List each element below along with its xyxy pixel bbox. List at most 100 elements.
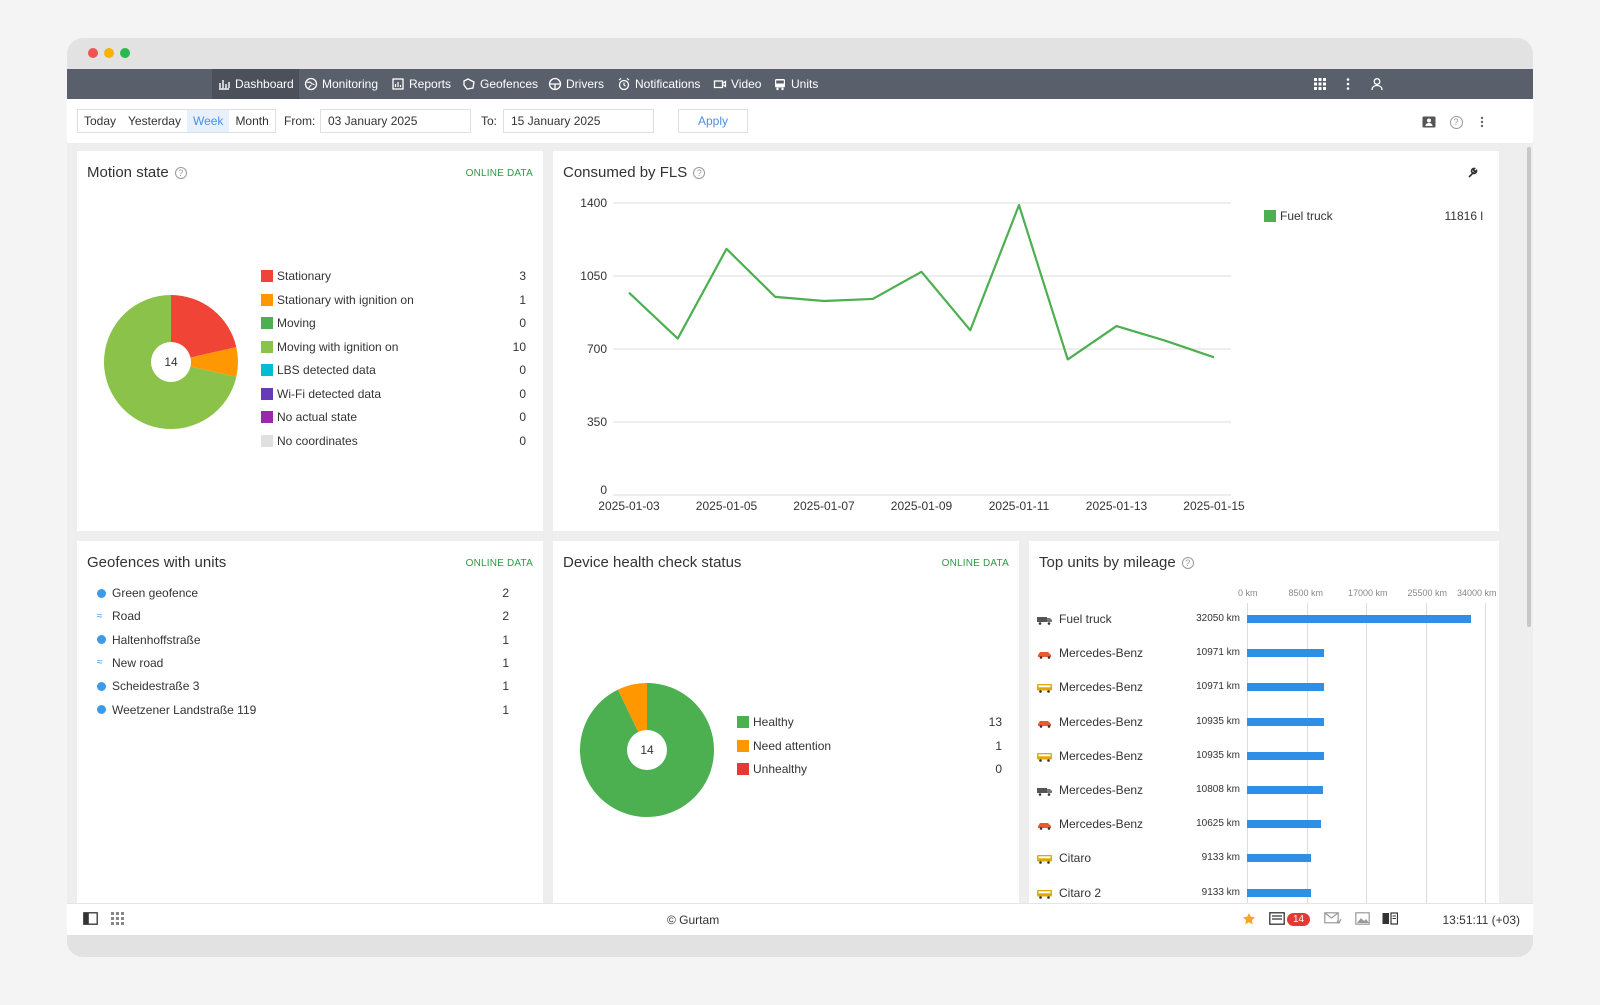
mileage-bar[interactable] [1247,683,1324,692]
nav-notifications[interactable]: Notifications [612,69,705,99]
grid-icon[interactable] [111,912,127,928]
geofence-list-item[interactable]: Haltenhoffstraße [97,633,201,647]
unit-name: Mercedes-Benz [1059,783,1144,797]
nav-units-label: Units [791,77,819,91]
user-icon[interactable] [1367,69,1387,99]
device-health-pie: 14 [580,683,714,817]
geofence-list-item[interactable]: ≈ New road [97,656,163,670]
motion-legend-item[interactable]: Moving [261,316,316,330]
mileage-row[interactable]: Mercedes-Benz [1037,746,1143,766]
apply-button[interactable]: Apply [678,109,748,133]
health-legend-item[interactable]: Unhealthy [737,762,807,776]
y-tick-label: 700 [587,342,607,356]
clock-text: 13:51:11 (+03) [1442,913,1520,927]
geofence-list-item[interactable]: ≈ Road [97,609,141,623]
star-icon[interactable] [1242,912,1258,928]
mileage-row[interactable]: Citaro 2 [1037,883,1101,903]
mileage-row[interactable]: Mercedes-Benz [1037,677,1143,697]
nav-reports[interactable]: Reports [386,69,456,99]
motion-legend-item[interactable]: Wi-Fi detected data [261,387,381,401]
minimize-window-button[interactable] [104,48,114,58]
mileage-row[interactable]: Mercedes-Benz [1037,814,1143,834]
from-date-input[interactable]: 03 January 2025 [320,109,471,133]
motion-legend-item[interactable]: LBS detected data [261,363,376,377]
period-yesterday[interactable]: Yesterday [128,114,181,128]
health-legend-item[interactable]: Healthy [737,715,794,729]
nav-dashboard[interactable]: Dashboard [212,69,299,99]
mileage-row[interactable]: Mercedes-Benz [1037,780,1143,800]
legend-swatch [261,387,273,400]
unit-mileage-value: 10935 km [1196,749,1240,761]
mileage-bar[interactable] [1247,820,1322,829]
geofence-list-item[interactable]: Green geofence [97,586,198,600]
mileage-row[interactable]: Mercedes-Benz [1037,712,1143,732]
mileage-bar[interactable] [1247,717,1324,726]
geofence-list-item[interactable]: Scheidestraße 3 [97,679,199,693]
help-icon[interactable]: ? [1181,556,1194,569]
geofence-name: Haltenhoffstraße [112,632,201,647]
geofence-list-item[interactable]: Weetzener Landstraße 119 [97,703,256,717]
help-icon[interactable]: ? [693,166,706,179]
legend-value: 0 [519,363,526,377]
notifications-inbox-icon[interactable] [1269,912,1285,928]
status-footer: © Gurtam 14 13:51:11 (+03) [67,903,1533,935]
mileage-row[interactable]: Fuel truck [1037,609,1112,629]
nav-drivers-label: Drivers [566,77,604,91]
mileage-row[interactable]: Mercedes-Benz [1037,643,1143,663]
help-icon[interactable]: ? [174,166,187,179]
mail-icon[interactable] [1324,912,1342,928]
motion-legend-item[interactable]: Moving with ignition on [261,340,398,354]
mileage-bar[interactable] [1247,786,1323,794]
car-icon [1037,717,1053,728]
maximize-window-button[interactable] [120,48,130,58]
motion-state-title: Motion state [87,164,169,181]
nav-geofences[interactable]: Geofences [457,69,543,99]
pie-slice-stationary[interactable] [171,295,237,362]
apps-grid-icon[interactable] [1310,69,1330,99]
mileage-bar[interactable] [1247,649,1324,658]
mileage-bar[interactable] [1247,888,1311,897]
book-icon[interactable] [1382,912,1399,928]
more-vertical-icon[interactable] [1338,69,1358,99]
health-legend-item[interactable]: Need attention [737,739,831,753]
period-today[interactable]: Today [84,114,117,128]
mileage-axis-label: 25500 km [1407,588,1448,598]
to-date-input[interactable]: 15 January 2025 [503,109,654,133]
geofence-name: New road [112,655,164,670]
legend-swatch [737,716,749,728]
contact-card-icon[interactable] [1421,114,1437,130]
nav-monitoring[interactable]: Monitoring [299,69,383,99]
series-line-fuel-truck[interactable] [628,203,1215,361]
motion-legend-item[interactable]: Stationary with ignition on [261,293,414,307]
pie-slice-stationary-with-ignition-on[interactable] [171,347,239,377]
mileage-bar[interactable] [1247,751,1324,760]
legend-value: 0 [995,762,1002,776]
close-window-button[interactable] [88,48,98,58]
help-icon[interactable]: ? [1448,114,1464,130]
mileage-bar[interactable] [1247,615,1472,623]
legend-swatch [261,364,273,376]
x-tick-label: 2025-01-09 [891,499,953,513]
donut-total-label: 14 [640,743,654,757]
period-week[interactable]: Week [186,110,230,132]
nav-drivers[interactable]: Drivers [543,69,609,99]
motion-legend-item[interactable]: No actual state [261,410,357,424]
mileage-bar[interactable] [1247,854,1311,863]
sidebar-toggle-icon[interactable] [83,912,99,928]
donut-total-label: 14 [164,355,178,369]
period-month[interactable]: Month [235,114,269,128]
circle-geofence-icon [97,705,106,714]
mileage-row[interactable]: Citaro [1037,848,1091,868]
image-icon[interactable] [1355,912,1371,928]
nav-units[interactable]: Units [768,69,823,99]
settings-more-icon[interactable] [1474,114,1490,130]
fls-line-chart: 0 350 700 1050 1400 2025-01-03 2025-01-05 2025-… [580,196,1245,513]
notification-count-badge[interactable]: 14 [1287,913,1311,926]
motion-legend-item[interactable]: Stationary [261,269,331,283]
geofence-unit-count: 1 [502,632,509,647]
wrench-icon[interactable] [1467,166,1481,180]
motion-legend-item[interactable]: No coordinates [261,434,358,448]
scrollbar[interactable] [1527,147,1531,627]
nav-monitoring-label: Monitoring [322,77,379,91]
nav-video[interactable]: Video [708,69,766,99]
